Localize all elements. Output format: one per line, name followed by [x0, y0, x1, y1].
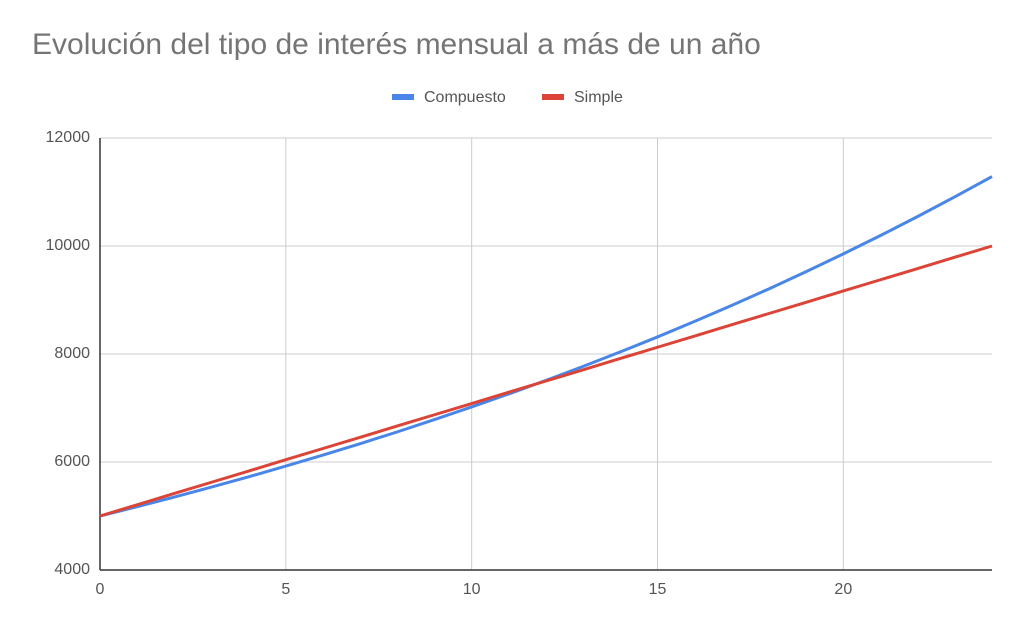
x-tick-label: 0 — [96, 581, 105, 598]
legend-swatch — [392, 94, 414, 100]
legend-label: Simple — [574, 89, 623, 106]
y-tick-label: 8000 — [54, 345, 90, 362]
legend-swatch — [542, 94, 564, 100]
chart-title: Evolución del tipo de interés mensual a … — [32, 28, 761, 61]
y-tick-label: 12000 — [46, 129, 91, 146]
x-tick-label: 20 — [834, 581, 852, 598]
y-tick-label: 4000 — [54, 561, 90, 578]
legend-label: Compuesto — [424, 89, 506, 106]
y-tick-label: 6000 — [54, 453, 90, 470]
x-tick-label: 10 — [463, 581, 481, 598]
x-tick-label: 5 — [281, 581, 290, 598]
x-tick-label: 15 — [649, 581, 667, 598]
y-tick-label: 10000 — [46, 237, 91, 254]
line-series — [99, 244, 993, 518]
